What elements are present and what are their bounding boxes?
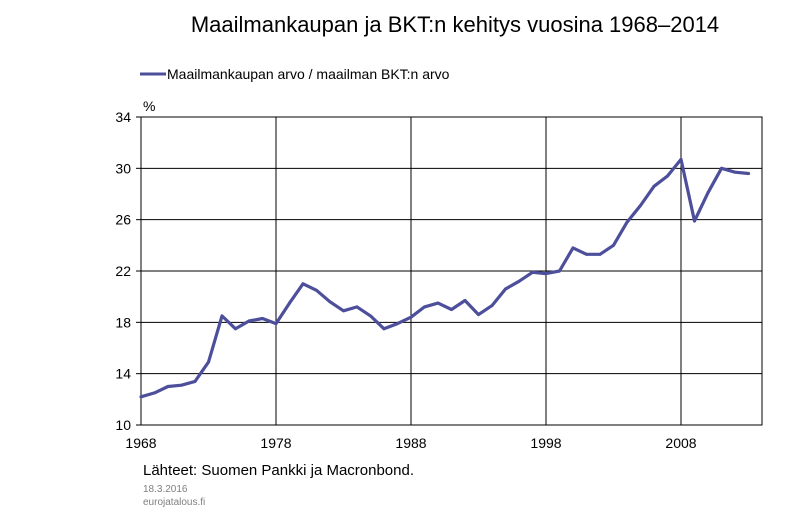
data-point <box>558 269 561 273</box>
data-point <box>315 288 318 292</box>
data-point <box>234 327 237 331</box>
data-point <box>477 313 480 317</box>
data-point <box>342 309 345 313</box>
data-point <box>180 383 183 387</box>
data-point <box>571 246 575 250</box>
y-tick-label: 30 <box>115 160 131 176</box>
data-point <box>207 360 210 364</box>
data-point <box>396 322 399 326</box>
data-point <box>585 252 588 256</box>
data-point <box>274 322 278 326</box>
site-credit: eurojatalous.fi <box>143 497 205 508</box>
data-point <box>733 170 737 174</box>
data-point <box>369 314 372 318</box>
data-point <box>450 308 453 311</box>
data-point <box>409 315 413 319</box>
x-tick-label: 1988 <box>395 435 426 451</box>
data-point <box>544 272 548 275</box>
data-point <box>288 301 291 305</box>
data-point <box>328 300 332 304</box>
data-point <box>747 172 750 175</box>
y-axis-unit-label: % <box>143 98 155 114</box>
data-point <box>693 219 696 223</box>
data-point <box>193 379 197 383</box>
data-point <box>301 282 305 286</box>
data-point <box>531 270 534 274</box>
data-point <box>666 174 669 178</box>
data-point <box>490 304 494 308</box>
data-point <box>612 243 615 247</box>
data-point <box>463 299 467 302</box>
legend: Maailmankaupan arvo / maailman BKT:n arv… <box>140 66 450 82</box>
chart-title: Maailmankaupan ja BKT:n kehitys vuosina … <box>191 12 719 37</box>
data-point <box>679 157 683 161</box>
y-tick-label: 34 <box>115 109 131 125</box>
x-tick-label: 2008 <box>665 435 696 451</box>
source-note: Lähteet: Suomen Pankki ja Macronbond. <box>143 462 414 479</box>
grid <box>140 117 762 425</box>
data-point <box>166 385 170 388</box>
y-tick-label: 18 <box>115 314 131 330</box>
data-point <box>720 166 723 170</box>
data-point <box>652 184 656 188</box>
data-point <box>625 220 629 224</box>
series-layer <box>139 157 751 399</box>
series-line <box>139 157 751 399</box>
data-point <box>153 391 156 395</box>
y-tick-label: 10 <box>115 417 131 433</box>
data-point <box>706 191 710 195</box>
y-tick-label: 22 <box>115 263 131 279</box>
data-point <box>355 305 359 309</box>
y-axis-ticks: 10 14 18 22 26 30 34 <box>115 109 141 433</box>
legend-label: Maailmankaupan arvo / maailman BKT:n arv… <box>167 66 450 82</box>
x-tick-label: 1998 <box>530 435 561 451</box>
data-point <box>220 314 224 318</box>
data-point <box>247 319 251 323</box>
data-point <box>504 287 507 291</box>
x-axis-ticks: 1968 1978 1988 1998 2008 <box>125 435 696 451</box>
data-point <box>517 279 521 283</box>
data-point <box>382 327 386 331</box>
publish-date: 18.3.2016 <box>143 484 188 495</box>
data-point <box>639 204 642 207</box>
data-point <box>598 252 602 256</box>
x-tick-label: 1968 <box>125 435 156 451</box>
x-tick-label: 1978 <box>260 435 291 451</box>
data-point <box>436 301 440 305</box>
y-tick-label: 14 <box>115 366 131 382</box>
data-point <box>139 395 143 399</box>
data-point <box>423 305 426 309</box>
y-tick-label: 26 <box>115 212 131 228</box>
data-point <box>261 317 264 320</box>
